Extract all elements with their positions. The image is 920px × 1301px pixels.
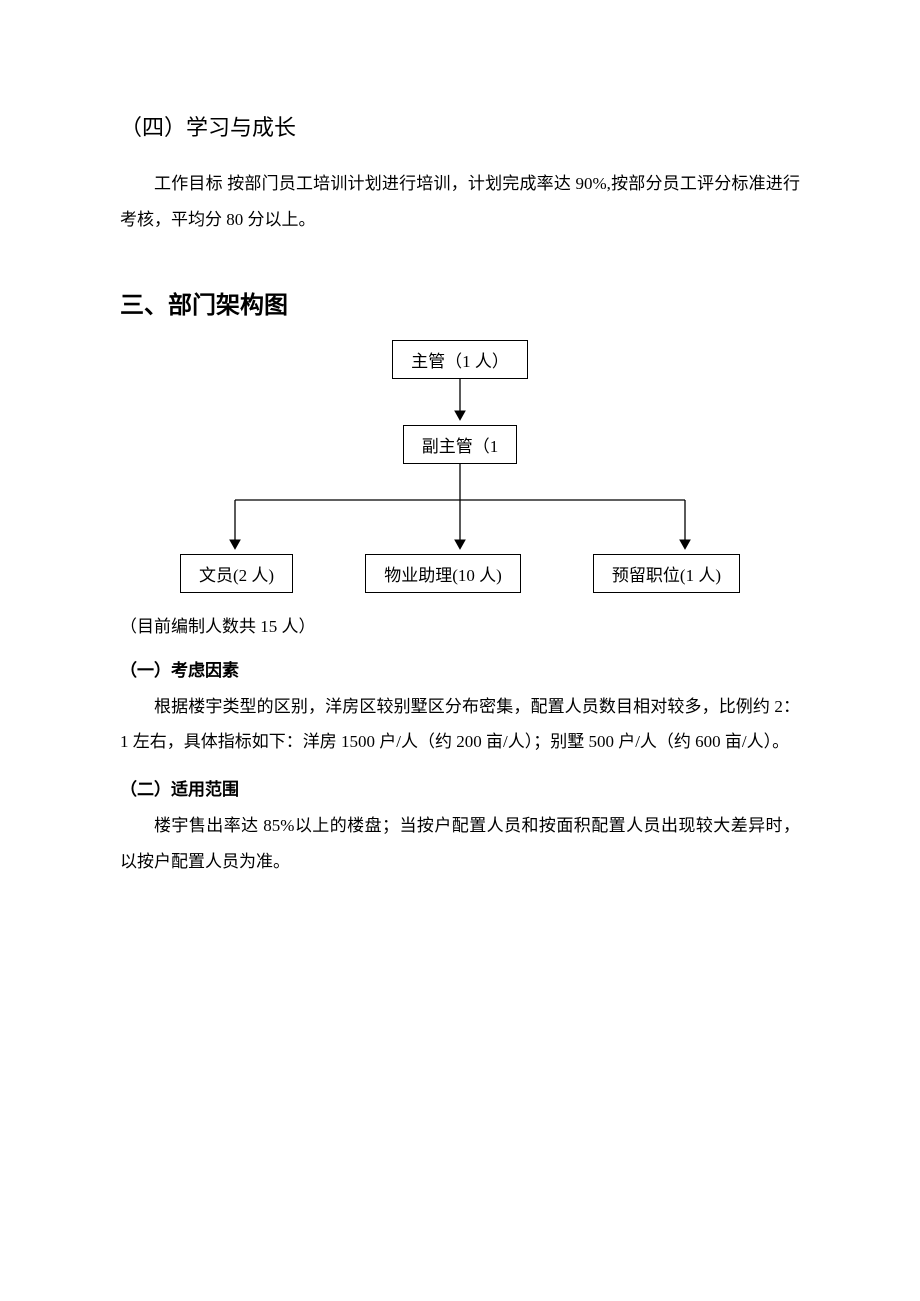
headcount-note: （目前编制人数共 15 人） [120,609,800,645]
org-connector-1 [180,379,740,425]
org-chart: 主管（1 人） 副主管（1 文员(2 人) 物业助理(10 人) 预留职位(1 … [180,340,740,593]
org-node-assistant: 物业助理(10 人) [365,554,521,593]
org-node-supervisor: 主管（1 人） [392,340,528,379]
document-page: （四）学习与成长 工作目标 按部门员工培训计划进行培训，计划完成率达 90%,按… [0,0,920,951]
sub-2-paragraph: 楼宇售出率达 85%以上的楼盘；当按户配置人员和按面积配置人员出现较大差异时，以… [120,808,800,879]
org-level-0: 主管（1 人） [180,340,740,379]
org-level-2: 文员(2 人) 物业助理(10 人) 预留职位(1 人) [180,554,740,593]
sub-1-paragraph: 根据楼宇类型的区别，洋房区较别墅区分布密集，配置人员数目相对较多，比例约 2：1… [120,689,800,760]
org-level-1: 副主管（1 [180,425,740,464]
org-connector-2 [180,464,740,554]
org-node-deputy: 副主管（1 [403,425,518,464]
sub-1-heading: （一）考虑因素 [120,653,800,689]
section-3-heading: 三、部门架构图 [120,285,800,320]
section-4-heading: （四）学习与成长 [120,110,800,142]
org-node-reserved: 预留职位(1 人) [593,554,740,593]
sub-2-heading: （二）适用范围 [120,772,800,808]
section-4-paragraph: 工作目标 按部门员工培训计划进行培训，计划完成率达 90%,按部分员工评分标准进… [120,166,800,237]
org-node-clerk: 文员(2 人) [180,554,293,593]
